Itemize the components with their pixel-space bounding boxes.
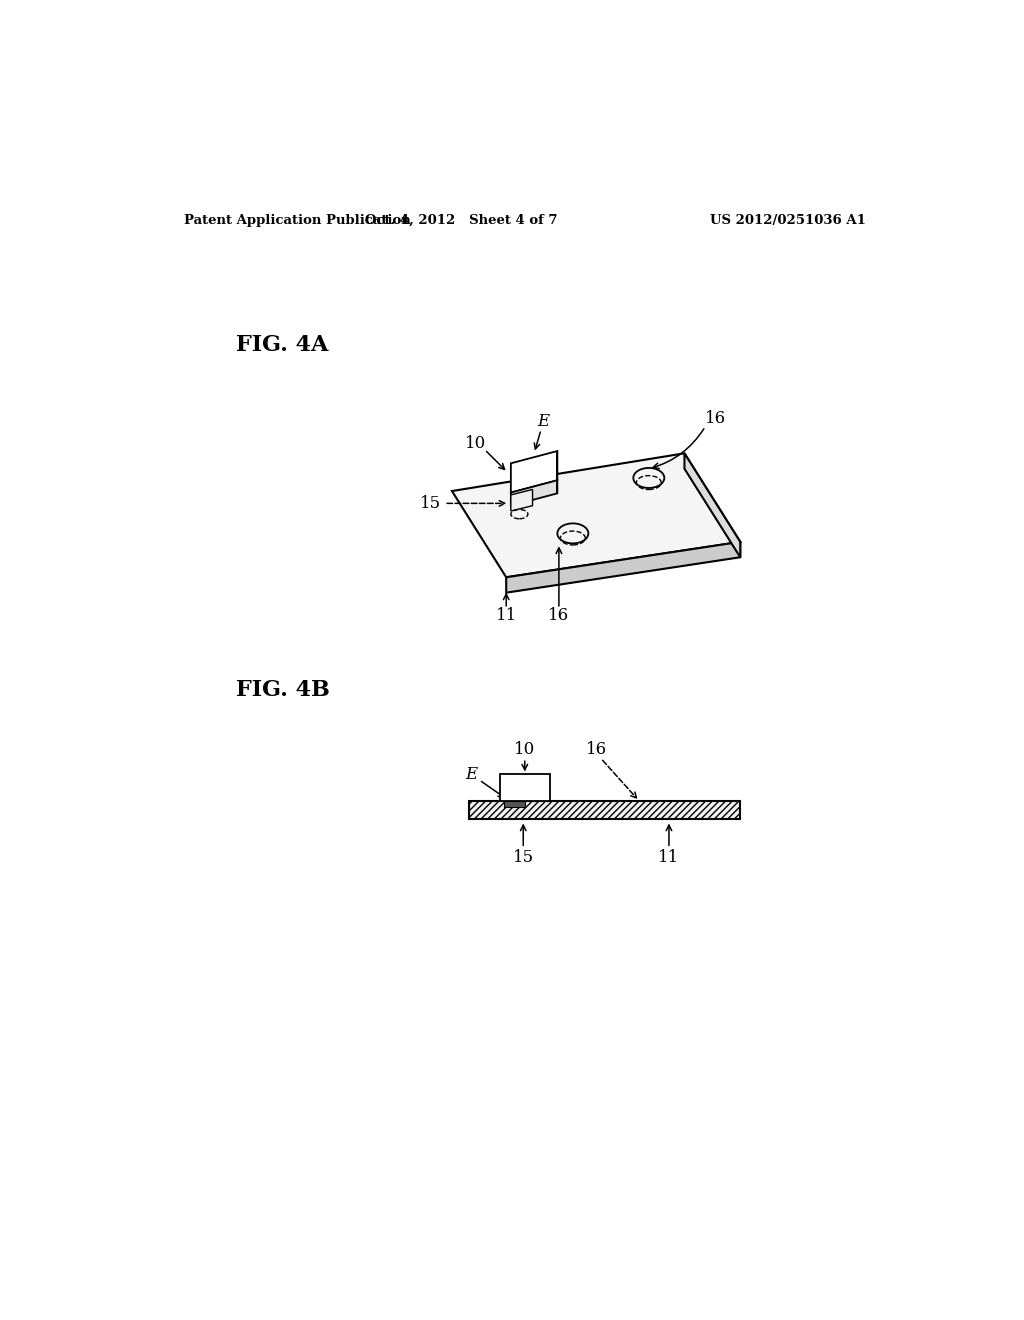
Text: FIG. 4B: FIG. 4B <box>237 678 331 701</box>
Polygon shape <box>684 453 740 557</box>
Polygon shape <box>506 543 740 593</box>
Text: 15: 15 <box>513 849 534 866</box>
Polygon shape <box>511 480 557 506</box>
Polygon shape <box>504 801 524 807</box>
Text: US 2012/0251036 A1: US 2012/0251036 A1 <box>710 214 866 227</box>
Text: Patent Application Publication: Patent Application Publication <box>183 214 411 227</box>
Text: 16: 16 <box>705 411 726 428</box>
Text: 11: 11 <box>496 607 517 624</box>
Text: 10: 10 <box>514 742 536 758</box>
Text: 15: 15 <box>420 495 440 512</box>
Polygon shape <box>469 801 740 818</box>
Polygon shape <box>511 490 532 511</box>
Text: 10: 10 <box>465 434 485 451</box>
Text: Oct. 4, 2012   Sheet 4 of 7: Oct. 4, 2012 Sheet 4 of 7 <box>365 214 557 227</box>
Polygon shape <box>511 451 557 492</box>
Polygon shape <box>452 453 740 577</box>
Text: 11: 11 <box>658 849 680 866</box>
Polygon shape <box>500 775 550 801</box>
Text: 16: 16 <box>587 742 607 758</box>
Text: FIG. 4A: FIG. 4A <box>237 334 329 355</box>
Text: 16: 16 <box>548 607 569 624</box>
Text: E: E <box>538 413 550 430</box>
Text: E: E <box>465 766 477 783</box>
